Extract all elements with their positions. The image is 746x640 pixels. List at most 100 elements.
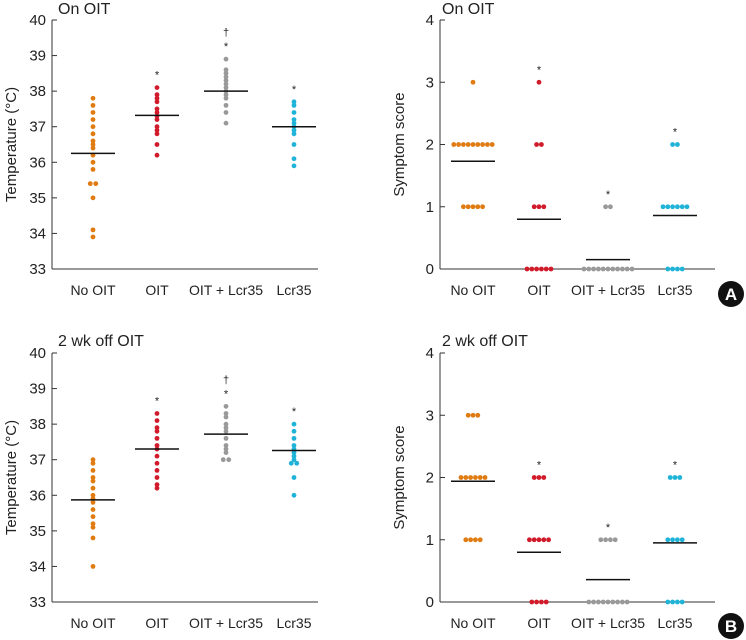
data-point (463, 475, 469, 480)
data-point (90, 524, 96, 530)
data-point (665, 599, 671, 605)
y-tick-label: 4 (426, 12, 434, 29)
data-point (154, 482, 160, 488)
data-point (672, 475, 678, 480)
x-tick-label: OIT + Lcr35 (189, 615, 263, 631)
data-point (665, 204, 671, 210)
data-point (154, 443, 160, 448)
data-point (675, 204, 680, 210)
data-point (90, 159, 96, 165)
data-point (670, 204, 675, 210)
y-tick-label: 37 (29, 119, 46, 136)
data-point (90, 142, 96, 147)
data-point (465, 142, 471, 147)
data-point (536, 475, 542, 480)
data-point (90, 234, 96, 240)
x-tick-label: OIT + Lcr35 (189, 282, 263, 298)
y-tick-label: 3 (426, 407, 434, 424)
series-oit-lcr35: *† (204, 27, 248, 126)
x-tick-label: OIT (145, 615, 169, 631)
data-point (154, 453, 160, 459)
data-point (468, 537, 473, 543)
x-tick-label: OIT (145, 282, 169, 298)
data-point (541, 537, 547, 543)
data-point (154, 425, 160, 431)
data-point (670, 142, 675, 147)
data-point (679, 266, 685, 272)
data-point (291, 102, 297, 108)
data-point (586, 599, 592, 605)
data-point (624, 599, 630, 605)
y-tick-label: 36 (29, 487, 46, 504)
y-tick-label: 38 (29, 83, 46, 100)
data-point (291, 450, 297, 455)
data-point (600, 599, 606, 605)
panel-symptom-off-oit: 2 wk off OIT 0 1 2 3 4 Symptom score No OIT * OIT… (391, 333, 715, 631)
data-point (529, 599, 535, 605)
data-point (90, 227, 96, 233)
series-lcr35: * (653, 127, 697, 272)
data-point (291, 110, 297, 115)
data-point (90, 475, 96, 480)
significance-mark: * (155, 70, 160, 82)
x-tick-label: Lcr35 (657, 282, 692, 298)
y-axis-label: Temperature (°C) (3, 87, 20, 202)
x-tick-label: OIT (527, 615, 551, 631)
data-point (90, 110, 96, 115)
data-point (485, 142, 490, 147)
data-point (480, 142, 485, 147)
data-point (154, 85, 160, 90)
data-point (629, 266, 635, 272)
data-point (154, 92, 160, 98)
data-point (451, 142, 457, 147)
data-point (291, 457, 297, 463)
data-point (465, 412, 471, 418)
panel-title: 2 wk off OIT (58, 333, 144, 350)
data-point (461, 204, 466, 210)
data-point (291, 127, 297, 133)
data-point (591, 599, 596, 605)
data-point (291, 120, 297, 126)
data-point (677, 475, 683, 480)
data-point (90, 138, 96, 144)
data-point (90, 167, 96, 172)
data-point (605, 599, 611, 605)
significance-mark: * (292, 406, 297, 418)
series-no-oit (451, 79, 495, 210)
data-point (90, 500, 96, 505)
data-point (541, 475, 547, 480)
data-point (291, 453, 297, 459)
data-point (291, 156, 297, 162)
data-point (154, 117, 160, 122)
data-point (477, 537, 483, 543)
data-point (461, 142, 466, 147)
data-point (90, 195, 96, 201)
series-no-oit (71, 95, 115, 240)
data-point (470, 79, 476, 85)
panel-title: On OIT (442, 1, 495, 18)
label-a: A (725, 285, 737, 304)
x-tick-label: No OIT (450, 282, 496, 298)
data-point (470, 412, 476, 418)
panel-title: 2 wk off OIT (442, 333, 528, 350)
data-point (90, 492, 96, 498)
data-point (543, 599, 549, 605)
data-point (665, 537, 671, 543)
y-tick-label: 39 (29, 381, 46, 398)
series-oit: * (135, 70, 179, 158)
x-tick-label: No OIT (70, 615, 116, 631)
panel-title: On OIT (58, 1, 111, 18)
y-tick-label: 1 (426, 532, 434, 549)
data-point (480, 204, 485, 210)
x-tick-label: OIT + Lcr35 (571, 282, 645, 298)
series-oit-lcr35: * (581, 189, 635, 272)
y-tick-label: 34 (29, 558, 46, 575)
data-point (596, 266, 601, 272)
data-point (154, 485, 160, 491)
data-point (291, 163, 297, 169)
x-tick-label: Lcr35 (276, 282, 311, 298)
significance-mark: * (673, 127, 678, 139)
data-point (90, 478, 96, 484)
data-point (291, 131, 297, 137)
significance-mark: † (223, 27, 229, 39)
